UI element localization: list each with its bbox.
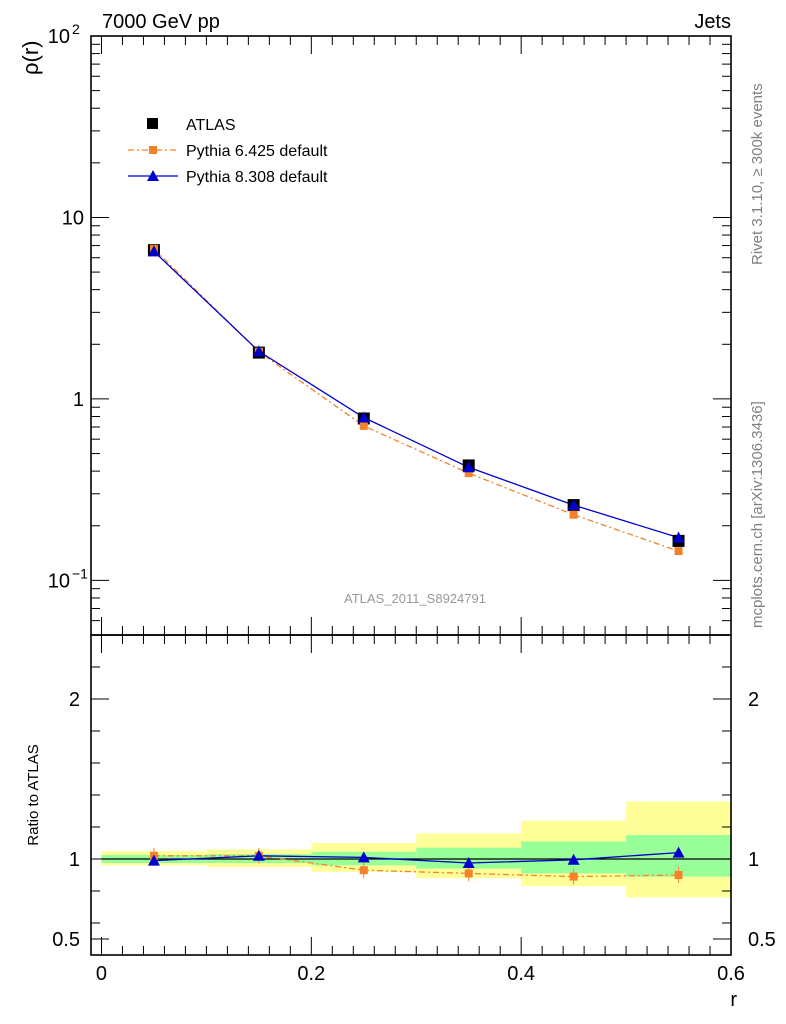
legend-entry-pythia8: Pythia 8.308 default [128,169,328,186]
ratio-axis-ticks [91,635,732,956]
main-y-tick-label: 10 [48,570,70,592]
ratio-point-pythia6 [674,871,683,879]
mcplots-label: mcplots.cern.ch [arXiv:1306.3436] [749,401,766,628]
ratio-point-pythia8 [357,851,370,863]
ratio-y-tick-label-right: 0.5 [748,929,776,951]
ratio-line-pythia8 [153,851,679,864]
main-point-pythia6 [464,469,473,478]
header-left: 7000 GeV pp [102,11,220,33]
main-point-pythia8 [672,531,685,543]
ratio-point-pythia8 [672,846,685,858]
legend-pythia8-marker [147,170,159,181]
legend-entry-pythia6: Pythia 6.425 default [128,143,328,160]
legend-pythia8-label: Pythia 8.308 default [186,169,328,186]
ratio-y-tick-label-left: 1 [69,849,80,871]
ratio-panel: 0.5 0.5 1 1 2 2 0 0.2 0.4 0.6 Ratio to ATLAS r [25,634,776,1011]
main-series [147,244,685,556]
x-tick-label: 0.4 [507,963,535,985]
main-y-axis-label: ρ(r) [18,41,43,76]
x-tick-label: 0.6 [717,963,745,985]
analysis-id: ATLAS_2011_S8924791 [344,591,486,606]
legend: ATLAS Pythia 6.425 default Pythia 8.308 … [128,117,328,186]
legend-pythia6-marker [149,146,157,154]
main-point-pythia6 [674,547,683,556]
main-point-pythia8 [147,245,160,257]
main-y-tick-exponent: −1 [72,565,88,581]
x-tick-label: 0.2 [297,963,325,985]
ratio-y-tick-label-left: 2 [69,689,80,711]
ratio-y-tick-labels: 0.5 0.5 1 1 2 2 [52,689,776,951]
ratio-line-pythia6 [153,855,679,878]
x-axis-label: r [730,989,737,1011]
x-tick-label: 0 [96,963,107,985]
main-point-pythia6 [359,421,368,430]
ratio-point-pythia8 [462,857,475,868]
main-y-tick-label: 1 [73,389,84,411]
main-axis-ticks [91,35,732,636]
ratio-y-tick-label-right: 2 [748,689,759,711]
ratio-point-pythia6 [569,872,578,881]
main-point-pythia8 [357,411,370,423]
main-line-pythia8 [153,250,679,539]
ratio-point-pythia8 [252,849,265,861]
ratio-uncertainty-bands [101,801,731,898]
ratio-point-pythia8 [147,854,160,866]
main-point-pythia8 [567,499,580,511]
header-right: Jets [694,11,731,33]
main-point-pythia6 [569,510,578,519]
legend-pythia6-label: Pythia 6.425 default [186,143,328,160]
legend-atlas-label: ATLAS [186,117,236,134]
ratio-point-pythia6 [359,866,368,875]
legend-entry-atlas: ATLAS [147,117,236,134]
main-line-pythia6 [153,248,679,552]
ratio-y-axis-label: Ratio to ATLAS [25,744,42,845]
ratio-series [147,846,685,885]
ratio-y-tick-label-right: 1 [748,849,759,871]
rivet-label: Rivet 3.1.10, ≥ 300k events [749,83,766,265]
main-point-pythia8 [462,461,475,473]
ratio-y-tick-label-left: 0.5 [52,929,80,951]
ratio-frame [90,634,732,956]
legend-atlas-marker [147,118,158,129]
main-point-pythia8 [252,345,265,357]
ratio-point-pythia6 [464,869,473,878]
main-y-tick-exponent: 2 [72,21,80,37]
ratio-point-pythia8 [567,853,580,865]
main-y-tick-label: 10 [48,26,70,48]
x-tick-labels: 0 0.2 0.4 0.6 [96,963,745,985]
main-y-tick-label: 10 [62,207,84,229]
